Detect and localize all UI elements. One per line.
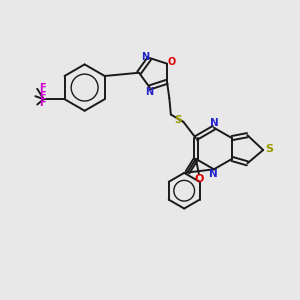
Text: S: S [174,116,182,125]
Text: N: N [208,169,217,179]
Text: N: N [142,52,150,62]
Text: F: F [39,98,46,108]
Text: N: N [145,87,153,97]
Text: N: N [210,118,219,128]
Text: S: S [265,144,273,154]
Text: O: O [168,57,176,68]
Text: O: O [194,173,204,184]
Text: F: F [39,83,46,93]
Text: F: F [39,91,46,100]
